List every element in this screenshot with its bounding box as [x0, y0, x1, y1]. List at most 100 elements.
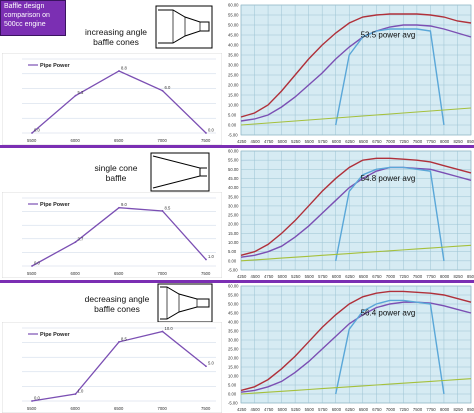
x-tick-label: 8000: [440, 407, 450, 412]
data-point: [31, 265, 33, 267]
x-tick-label: 7000: [386, 407, 396, 412]
y-tick-label: 35.00: [228, 53, 239, 58]
x-tick-label: 5000: [278, 407, 288, 412]
green-baseline-line: [240, 107, 472, 126]
x-tick-label: 7500: [201, 406, 211, 411]
x-tick-label: 6000: [71, 406, 81, 411]
x-tick-label: 6250: [345, 139, 355, 144]
legend-label: Pipe Power: [40, 202, 71, 208]
green-baseline-line: [240, 378, 472, 395]
x-tick-label: 4500: [251, 274, 261, 279]
plot-background: [240, 285, 472, 404]
x-tick-label: 4750: [264, 274, 274, 279]
y-tick-label: 5.00: [228, 383, 237, 388]
y-tick-label: 30.00: [228, 338, 239, 343]
x-tick-label: 7000: [158, 406, 168, 411]
green-baseline-line: [240, 244, 472, 262]
y-tick-label: 15.00: [228, 231, 239, 236]
blue-average-band-line: [335, 28, 445, 126]
y-tick-label: 30.00: [228, 63, 239, 68]
x-tick-label: 7500: [413, 139, 423, 144]
value-label: 0.0: [34, 396, 40, 401]
x-tick-label: 6500: [359, 139, 369, 144]
y-tick-label: 20.00: [228, 222, 239, 227]
x-tick-label: 7750: [426, 139, 436, 144]
x-tick-label: 5250: [291, 274, 301, 279]
y-tick-label: 60.00: [228, 3, 239, 8]
data-point: [205, 365, 207, 368]
x-tick-label: 8250: [453, 139, 463, 144]
y-tick-label: 50.00: [228, 23, 239, 28]
x-tick-label: 6750: [372, 407, 382, 412]
data-point: [31, 400, 33, 402]
value-label: 9.0: [121, 202, 127, 207]
x-tick-label: 5500: [305, 274, 315, 279]
x-tick-label: 7500: [201, 138, 211, 143]
x-tick-label: 6500: [359, 407, 369, 412]
y-tick-label: 10.00: [228, 374, 239, 379]
blue-average-band-line: [335, 166, 445, 261]
value-label: 8.8: [121, 65, 127, 70]
x-tick-label: 6000: [332, 274, 342, 279]
x-tick-label: 7000: [386, 139, 396, 144]
title-box: Baffle design comparison on 500cc engine: [0, 0, 66, 36]
legend-label: Pipe Power: [40, 332, 71, 338]
section-1-label: increasing angle baffle cones: [72, 27, 160, 47]
red-power-line: [240, 290, 472, 392]
x-tick-label: 7750: [426, 407, 436, 412]
data-point: [74, 94, 77, 97]
x-tick-label: 4750: [264, 407, 274, 412]
data-point: [161, 330, 164, 333]
y-tick-label: 45.00: [228, 311, 239, 316]
x-tick-label: 8500: [467, 274, 474, 279]
x-tick-label: 5500: [27, 271, 37, 276]
y-tick-label: 35.00: [228, 194, 239, 199]
x-tick-label: 5750: [318, 407, 328, 412]
x-tick-label: 6000: [332, 139, 342, 144]
value-label: 10.0: [165, 326, 174, 331]
x-tick-label: 5500: [27, 138, 37, 143]
y-tick-label: 25.00: [228, 213, 239, 218]
plot-background: [240, 150, 472, 271]
data-point: [118, 70, 120, 72]
y-tick-label: 0.00: [228, 123, 237, 128]
y-tick-label: -5.00: [228, 401, 238, 406]
y-tick-label: 20.00: [228, 356, 239, 361]
x-tick-label: 4250: [237, 407, 247, 412]
data-point: [74, 393, 77, 395]
x-tick-label: 6750: [372, 274, 382, 279]
y-tick-label: 60.00: [228, 149, 239, 154]
x-tick-label: 4750: [264, 139, 274, 144]
x-tick-label: 7500: [201, 271, 211, 276]
y-tick-label: 0.00: [228, 392, 237, 397]
y-tick-label: 25.00: [228, 73, 239, 78]
section-1-label-line-1: increasing angle: [85, 27, 147, 37]
y-tick-label: 45.00: [228, 33, 239, 38]
x-tick-label: 5250: [291, 139, 301, 144]
y-tick-label: 40.00: [228, 320, 239, 325]
y-tick-label: -5.00: [228, 268, 238, 273]
value-label: 0.0: [208, 128, 214, 133]
y-tick-label: 25.00: [228, 347, 239, 352]
x-tick-label: 4500: [251, 407, 261, 412]
section-divider-2: [0, 280, 474, 283]
section-3-label-line-1: decreasing angle: [84, 294, 150, 304]
y-tick-label: 60.00: [228, 284, 239, 289]
section-2-label: single cone baffle: [84, 163, 148, 183]
data-point: [205, 132, 207, 134]
x-tick-label: 5500: [27, 406, 37, 411]
x-tick-label: 7250: [399, 274, 409, 279]
x-tick-label: 5750: [318, 139, 328, 144]
x-tick-label: 8000: [440, 139, 450, 144]
power-average-annotation: 54.8 power avg: [361, 174, 416, 183]
x-tick-label: 6500: [114, 138, 124, 143]
x-tick-label: 8500: [467, 407, 474, 412]
x-tick-label: 8250: [453, 274, 463, 279]
x-tick-label: 6500: [114, 406, 124, 411]
x-tick-label: 6250: [345, 274, 355, 279]
y-tick-label: 55.00: [228, 158, 239, 163]
value-label: 1.0: [208, 254, 214, 259]
y-tick-label: 30.00: [228, 203, 239, 208]
plot-area: [2, 53, 222, 145]
y-tick-label: 50.00: [228, 302, 239, 307]
